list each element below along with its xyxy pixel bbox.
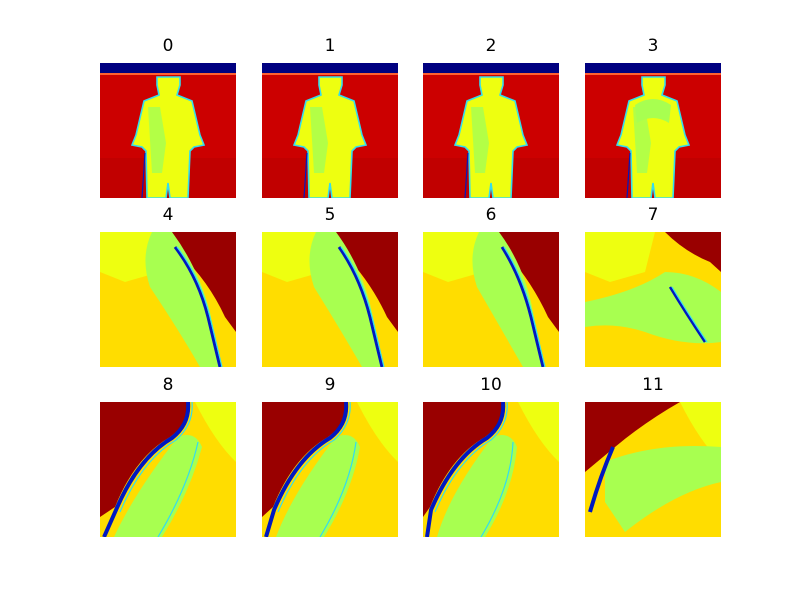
- panel-7: 7: [585, 205, 721, 367]
- panel-title: 9: [324, 375, 336, 395]
- depth-map-image: [262, 63, 398, 198]
- panel-2: 2: [423, 36, 559, 198]
- depth-map-image: [262, 232, 398, 367]
- depth-map-image: [423, 402, 559, 537]
- panel-title: 6: [485, 205, 497, 225]
- panel-5: 5: [262, 205, 398, 367]
- panel-title: 0: [162, 36, 174, 56]
- panel-3: 3: [585, 36, 721, 198]
- depth-map-image: [423, 232, 559, 367]
- panel-title: 4: [162, 205, 174, 225]
- depth-map-image: [100, 63, 236, 198]
- panel-8: 8: [100, 375, 236, 537]
- depth-map-image: [585, 402, 721, 537]
- panel-9: 9: [262, 375, 398, 537]
- panel-4: 4: [100, 205, 236, 367]
- depth-map-image: [262, 402, 398, 537]
- panel-title: 7: [647, 205, 659, 225]
- panel-title: 3: [647, 36, 659, 56]
- panel-title: 1: [324, 36, 336, 56]
- depth-map-image: [585, 232, 721, 367]
- panel-10: 10: [423, 375, 559, 537]
- panel-1: 1: [262, 36, 398, 198]
- panel-title: 2: [485, 36, 497, 56]
- depth-map-image: [100, 232, 236, 367]
- depth-map-image: [585, 63, 721, 198]
- panel-0: 0: [100, 36, 236, 198]
- panel-6: 6: [423, 205, 559, 367]
- panel-title: 10: [480, 375, 502, 395]
- depth-map-image: [100, 402, 236, 537]
- panel-title: 8: [162, 375, 174, 395]
- panel-title: 11: [642, 375, 664, 395]
- depth-map-image: [423, 63, 559, 198]
- panel-11: 11: [585, 375, 721, 537]
- panel-title: 5: [324, 205, 336, 225]
